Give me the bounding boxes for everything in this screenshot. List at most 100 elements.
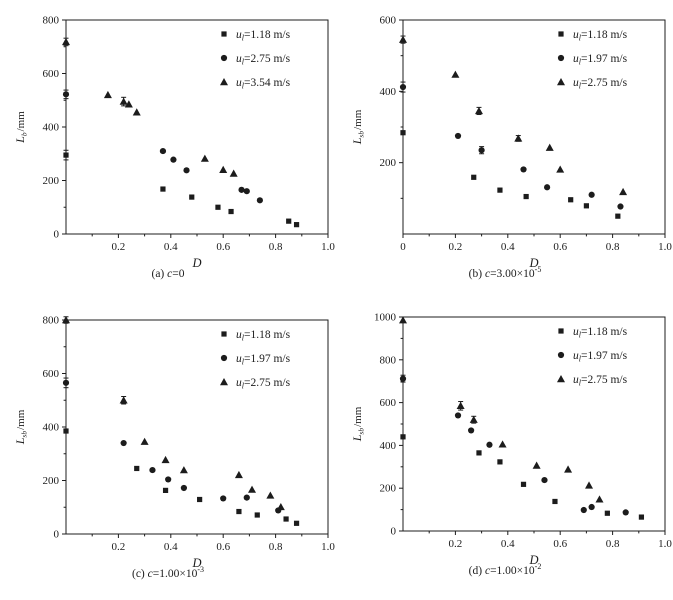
square-marker — [215, 204, 221, 210]
circle-marker — [478, 147, 485, 154]
x-tick-label: 1.0 — [321, 241, 335, 253]
caption-d: (d) c=1.00×10-2 — [337, 562, 673, 577]
square-marker — [63, 152, 69, 158]
x-tick-label: 0.4 — [164, 241, 178, 253]
caption-b-value: =3.00×10 — [490, 268, 535, 280]
series-square — [400, 130, 621, 219]
x-tick-label: 1.0 — [321, 541, 335, 553]
y-tick-label: 400 — [43, 122, 60, 134]
circle-marker — [159, 147, 167, 155]
square-marker — [523, 193, 529, 200]
x-axis-label: D — [528, 256, 538, 268]
y-tick-label: 400 — [380, 86, 397, 98]
circle-marker — [454, 132, 462, 140]
caption-d-exponent: -2 — [534, 562, 542, 572]
caption-d-value: =1.00×10 — [490, 565, 535, 577]
triangle-marker — [220, 78, 228, 86]
caption-c-var: c — [147, 568, 153, 580]
legend-item: ul=2.75 m/s — [557, 77, 628, 91]
subplot-d: 0.2 0.4 0.6 0.8 1.0 0 200 400 600 800 1000 D Lsb/mm u… — [337, 297, 673, 595]
series-triangle — [399, 316, 604, 503]
triangle-marker — [248, 485, 257, 493]
triangle-marker — [585, 481, 594, 489]
triangle-marker — [179, 466, 188, 474]
legend-label: ul=2.75 m/s — [573, 374, 628, 388]
circle-marker — [617, 203, 624, 210]
legend-label: ul=3.54 m/s — [236, 77, 291, 91]
caption-b-var: c — [484, 268, 491, 280]
y-tick-label: 800 — [43, 15, 60, 27]
series-triangle — [62, 37, 238, 177]
series-square — [63, 428, 300, 526]
square-marker — [568, 197, 574, 203]
caption-a: (a) c=0 — [0, 268, 336, 280]
legend-item: ul=1.18 m/s — [558, 326, 628, 340]
y-tick-label: 200 — [43, 175, 60, 187]
square-marker — [134, 465, 140, 472]
triangle-marker — [219, 165, 228, 173]
legend-label: ul=2.75 m/s — [236, 377, 291, 391]
circle-marker — [220, 495, 227, 502]
legend-item: ul=2.75 m/s — [557, 374, 628, 388]
x-axis-label: D — [191, 556, 201, 568]
legend-label: ul=1.97 m/s — [236, 353, 291, 367]
legend-label: ul=1.18 m/s — [236, 329, 291, 343]
y-tick-label: 400 — [380, 440, 397, 452]
triangle-marker — [469, 415, 478, 423]
square-marker — [583, 203, 589, 209]
circle-marker — [399, 83, 407, 91]
circle-marker — [170, 156, 177, 163]
circle-marker — [557, 54, 565, 62]
series-circle — [62, 89, 263, 204]
circle-marker — [180, 484, 187, 492]
triangle-marker — [103, 90, 112, 99]
square-marker — [221, 31, 227, 37]
y-tick-label: 600 — [43, 68, 60, 80]
triangle-marker — [234, 470, 243, 479]
x-tick-label: 0.8 — [269, 241, 283, 253]
triangle-marker — [451, 70, 460, 78]
x-tick-label: 1.0 — [658, 538, 672, 550]
square-marker — [162, 487, 169, 493]
caption-c-value: =1.00×10 — [152, 568, 198, 580]
x-tick-label: 0.2 — [112, 241, 126, 253]
square-marker — [638, 514, 645, 520]
x-tick-label: 0.4 — [501, 538, 515, 550]
subplot-c: 0.2 0.4 0.6 0.8 1.0 0 200 400 600 800 D Lsb/mm ul=1.… — [0, 300, 336, 598]
triangle-marker — [514, 134, 523, 142]
caption-b-prefix: (b) — [468, 268, 485, 280]
y-tick-label: 800 — [380, 354, 397, 366]
triangle-marker — [266, 491, 275, 499]
legend-label: ul=1.97 m/s — [573, 350, 628, 364]
triangle-marker — [619, 187, 628, 196]
triangle-marker — [498, 440, 507, 448]
legend-label: ul=2.75 m/s — [573, 77, 628, 91]
y-tick-label: 800 — [43, 315, 60, 327]
x-tick-label: 0.2 — [112, 541, 126, 553]
square-marker — [254, 512, 260, 518]
scatter-chart-d: 0.2 0.4 0.6 0.8 1.0 0 200 400 600 800 1000 D Lsb/mm u… — [350, 312, 672, 566]
series-circle — [62, 377, 282, 514]
triangle-marker — [140, 437, 149, 445]
square-marker — [236, 508, 242, 515]
x-tick-label: 1.0 — [658, 241, 672, 253]
circle-marker — [183, 167, 190, 174]
series-circle — [399, 81, 624, 210]
square-marker — [520, 481, 527, 487]
caption-c: (c) c=1.00×10-3 — [0, 566, 336, 580]
circle-marker — [454, 412, 462, 419]
circle-marker — [468, 427, 475, 434]
x-axis-label: D — [528, 553, 538, 565]
circle-marker — [486, 441, 493, 448]
legend-item: ul=1.97 m/s — [557, 350, 628, 364]
x-tick-label: 0.8 — [606, 241, 620, 253]
square-marker — [283, 516, 289, 522]
circle-marker — [220, 354, 228, 362]
y-tick-label: 600 — [380, 15, 397, 27]
circle-marker — [399, 375, 407, 382]
legend-label: ul=1.97 m/s — [573, 53, 628, 67]
tick-labels: 0.2 0.4 0.6 0.8 1.0 0 200 400 600 800 — [43, 15, 336, 254]
circle-marker — [580, 506, 587, 514]
legend-label: ul=2.75 m/s — [236, 53, 291, 67]
legend-label: ul=1.18 m/s — [573, 29, 628, 43]
